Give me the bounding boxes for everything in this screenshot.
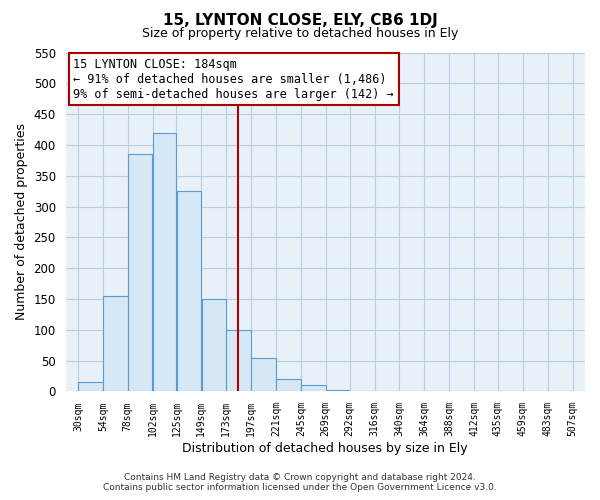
Text: 15, LYNTON CLOSE, ELY, CB6 1DJ: 15, LYNTON CLOSE, ELY, CB6 1DJ (163, 12, 437, 28)
Bar (176, 191, 201, 392)
Y-axis label: Number of detached properties: Number of detached properties (15, 124, 28, 320)
Bar (548, 391, 572, 392)
Bar (374, 391, 399, 392)
Bar (350, 391, 374, 392)
Bar (326, 390, 349, 392)
Bar (153, 132, 176, 392)
Text: 15 LYNTON CLOSE: 184sqm
← 91% of detached houses are smaller (1,486)
9% of semi-: 15 LYNTON CLOSE: 184sqm ← 91% of detache… (73, 58, 394, 100)
Bar (251, 358, 276, 392)
Text: Contains HM Land Registry data © Crown copyright and database right 2024.
Contai: Contains HM Land Registry data © Crown c… (103, 473, 497, 492)
Bar (301, 386, 326, 392)
Bar (449, 391, 474, 392)
Bar (226, 330, 251, 392)
Bar (128, 154, 152, 392)
X-axis label: Distribution of detached houses by size in Ely: Distribution of detached houses by size … (182, 442, 468, 455)
Bar (202, 299, 226, 392)
Text: Size of property relative to detached houses in Ely: Size of property relative to detached ho… (142, 28, 458, 40)
Bar (78, 382, 103, 392)
Bar (103, 296, 128, 392)
Bar (276, 379, 301, 392)
